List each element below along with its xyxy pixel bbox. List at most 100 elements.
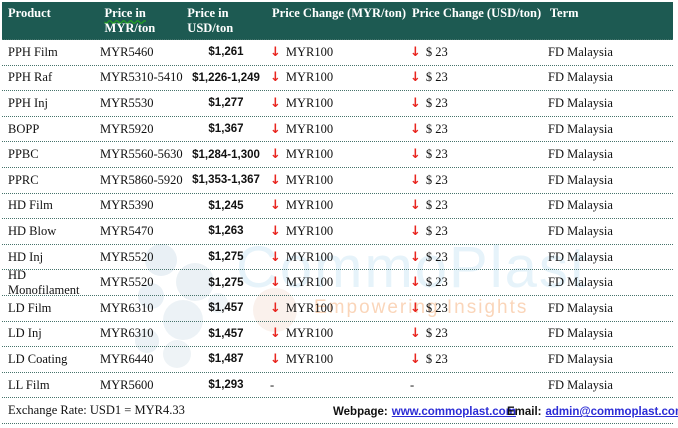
change-usd-value: $ 23: [425, 95, 448, 110]
down-arrow-icon: ↓: [270, 121, 281, 137]
change-myr-value: MYR100: [285, 121, 334, 136]
product-cell: PPH Film: [8, 44, 58, 59]
table-row: PPBC MYR5560-5630 $1,284-1,300 ↓ MYR100 …: [2, 142, 673, 168]
down-arrow-icon: ↓: [410, 351, 421, 367]
table-row: PPRC MYR5860-5920 $1,353-1,367 ↓ MYR100 …: [2, 168, 673, 194]
down-arrow-icon: ↓: [410, 326, 421, 342]
down-arrow-icon: ↓: [270, 351, 281, 367]
product-cell: HD Film: [8, 198, 53, 213]
change-myr-value: MYR100: [285, 249, 334, 264]
header-price-myr: Price in MYR/ton: [105, 6, 188, 39]
change-usd-cell: ↓ $ 23: [408, 96, 548, 111]
change-myr-value: MYR100: [285, 300, 334, 315]
header-product: Product: [8, 6, 51, 20]
change-usd-cell: ↓ $ 23: [408, 173, 548, 188]
table-header: Product Price in MYR/ton Price in USD/to…: [2, 2, 673, 40]
price-usd-cell: $1,353-1,367: [192, 174, 260, 187]
change-usd-value: $ 23: [425, 249, 448, 264]
table-row: HD Monofilament MYR5520 $1,275 ↓ MYR100 …: [2, 268, 673, 297]
change-myr-value: MYR100: [285, 70, 334, 85]
product-cell: HD Inj: [8, 249, 44, 264]
down-arrow-icon: ↓: [270, 44, 281, 60]
term-cell: FD Malaysia: [548, 147, 613, 162]
table-row: PPH Raf MYR5310-5410 $1,226-1,249 ↓ MYR1…: [2, 66, 673, 92]
table-row: PPH Film MYR5460 $1,261 ↓ MYR100 ↓ $ 23 …: [2, 40, 673, 66]
change-usd-value: -: [410, 377, 415, 392]
product-cell: PPRC: [8, 172, 39, 187]
header-price-usd: Price in USD/ton: [187, 6, 270, 39]
table-row: LD Coating MYR6440 $1,487 ↓ MYR100 ↓ $ 2…: [2, 347, 673, 373]
product-cell: LD Film: [8, 300, 52, 315]
price-myr-cell: MYR5560-5630: [100, 147, 183, 162]
term-cell: FD Malaysia: [548, 326, 613, 341]
table-row: HD Blow MYR5470 $1,263 ↓ MYR100 ↓ $ 23 F…: [2, 219, 673, 245]
change-usd-cell: -: [408, 378, 548, 393]
down-arrow-icon: ↓: [270, 172, 281, 188]
webpage-label: Webpage:: [333, 406, 388, 419]
change-myr-cell: ↓ MYR100: [268, 45, 408, 60]
change-usd-value: $ 23: [425, 147, 448, 162]
change-usd-cell: ↓ $ 23: [408, 122, 548, 137]
email-label: Email:: [507, 406, 542, 419]
change-myr-cell: ↓ MYR100: [268, 301, 408, 316]
price-myr-cell: MYR5470: [100, 223, 154, 238]
table-row: LD Film MYR6310 $1,457 ↓ MYR100 ↓ $ 23 F…: [2, 296, 673, 322]
price-usd-cell: $1,457: [208, 327, 244, 340]
price-myr-cell: MYR6440: [100, 351, 154, 366]
header-price-myr-line1: Price in: [104, 6, 146, 20]
change-myr-cell: ↓ MYR100: [268, 96, 408, 111]
price-usd-cell: $1,226-1,249: [192, 71, 260, 84]
change-usd-cell: ↓ $ 23: [408, 352, 548, 367]
change-myr-cell: ↓ MYR100: [268, 224, 408, 239]
change-usd-cell: ↓ $ 23: [408, 224, 548, 239]
term-cell: FD Malaysia: [548, 275, 613, 290]
change-usd-cell: ↓ $ 23: [408, 198, 548, 213]
down-arrow-icon: ↓: [410, 198, 421, 214]
header-price-myr-line2: MYR/ton: [104, 21, 156, 35]
change-myr-value: MYR100: [285, 326, 334, 341]
email-link[interactable]: admin@commoplast.com: [545, 406, 678, 419]
term-cell: FD Malaysia: [548, 300, 613, 315]
price-myr-cell: MYR5310-5410: [100, 70, 183, 85]
change-usd-cell: ↓ $ 23: [408, 250, 548, 265]
webpage-link[interactable]: www.commoplast.com: [391, 406, 516, 419]
change-usd-cell: ↓ $ 23: [408, 147, 548, 162]
price-myr-cell: MYR5860-5920: [100, 172, 183, 187]
price-myr-cell: MYR5390: [100, 198, 154, 213]
table-row: HD Film MYR5390 $1,245 ↓ MYR100 ↓ $ 23 F…: [2, 194, 673, 220]
change-myr-value: MYR100: [285, 198, 334, 213]
product-cell: PPBC: [8, 147, 39, 162]
term-cell: FD Malaysia: [548, 351, 613, 366]
product-cell: PPH Raf: [8, 70, 53, 85]
price-usd-cell: $1,367: [208, 123, 244, 136]
exchange-rate: Exchange Rate: USD1 = MYR4.33: [8, 403, 185, 418]
change-usd-value: $ 23: [425, 300, 448, 315]
down-arrow-icon: ↓: [270, 147, 281, 163]
change-myr-value: -: [270, 377, 275, 392]
change-myr-value: MYR100: [285, 223, 334, 238]
down-arrow-icon: ↓: [270, 70, 281, 86]
change-usd-cell: ↓ $ 23: [408, 301, 548, 316]
change-usd-value: $ 23: [425, 121, 448, 136]
change-usd-value: $ 23: [425, 351, 448, 366]
table-row: BOPP MYR5920 $1,367 ↓ MYR100 ↓ $ 23 FD M…: [2, 117, 673, 143]
down-arrow-icon: ↓: [270, 95, 281, 111]
price-usd-cell: $1,261: [208, 46, 244, 59]
price-usd-cell: $1,263: [208, 225, 244, 238]
price-myr-cell: MYR5520: [100, 249, 154, 264]
change-myr-cell: ↓ MYR100: [268, 352, 408, 367]
down-arrow-icon: ↓: [410, 275, 421, 291]
down-arrow-icon: ↓: [270, 223, 281, 239]
change-myr-cell: ↓ MYR100: [268, 122, 408, 137]
change-usd-value: $ 23: [425, 70, 448, 85]
down-arrow-icon: ↓: [410, 172, 421, 188]
table-row: PPH Inj MYR5530 $1,277 ↓ MYR100 ↓ $ 23 F…: [2, 91, 673, 117]
price-usd-cell: $1,284-1,300: [192, 148, 260, 161]
price-usd-cell: $1,277: [208, 97, 244, 110]
product-cell: LD Inj: [8, 326, 42, 341]
change-usd-cell: ↓ $ 23: [408, 70, 548, 85]
price-myr-cell: MYR5920: [100, 121, 154, 136]
term-cell: FD Malaysia: [548, 44, 613, 59]
price-usd-cell: $1,275: [208, 251, 244, 264]
